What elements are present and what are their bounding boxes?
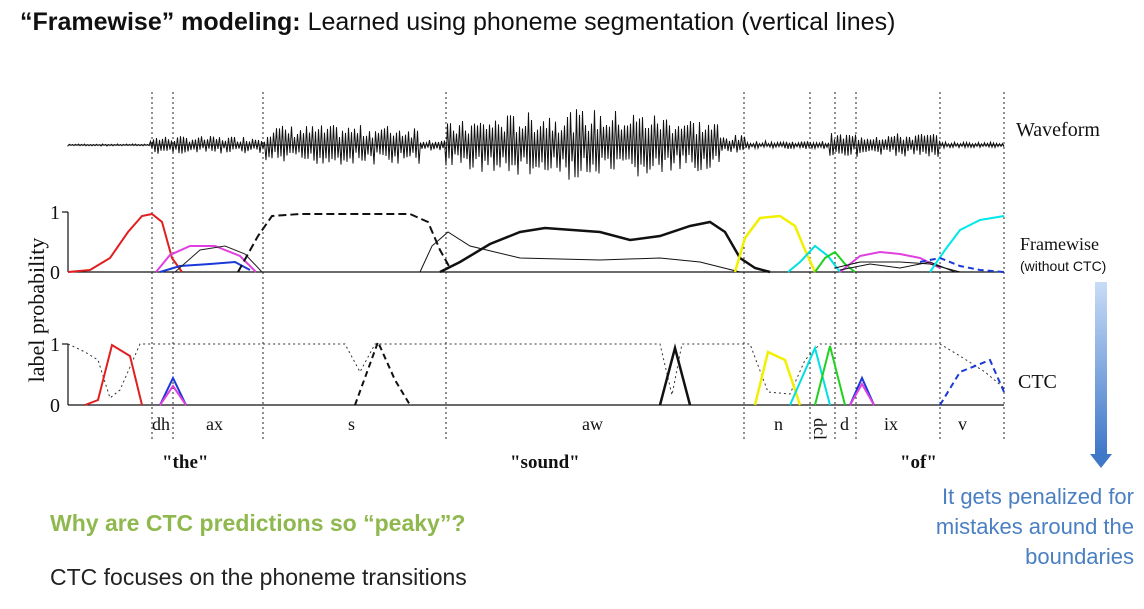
ctc-curves bbox=[67, 339, 1005, 406]
phoneme-label-ix: ix bbox=[884, 414, 898, 434]
y-axis-label: label probability bbox=[24, 238, 49, 383]
phoneme-label-n: n bbox=[774, 414, 783, 434]
phoneme-label-d: d bbox=[840, 414, 849, 434]
phoneme-label-aw: aw bbox=[582, 414, 603, 434]
word-label-the: "the" bbox=[162, 452, 208, 473]
segmentation-lines bbox=[151, 92, 1005, 440]
phoneme-label-s: s bbox=[348, 414, 355, 434]
phoneme-label-ax: ax bbox=[206, 414, 223, 434]
row-label-waveform: Waveform bbox=[1016, 119, 1100, 141]
ctc-axes bbox=[62, 343, 1004, 406]
slide-title: “Framewise” modeling: Learned using phon… bbox=[20, 8, 895, 37]
row-label-ctc: CTC bbox=[1018, 371, 1057, 393]
slide-title-rest: Learned using phoneme segmentation (vert… bbox=[300, 8, 896, 36]
phoneme-label-dcl: dcl bbox=[810, 418, 830, 440]
ctc-ytick-1: 1 bbox=[50, 334, 60, 356]
down-arrow-icon bbox=[1090, 282, 1112, 468]
answer-text: CTC focuses on the phoneme transitions bbox=[50, 564, 467, 590]
word-label-sound: "sound" bbox=[510, 452, 580, 473]
framewise-ytick-1: 1 bbox=[50, 202, 60, 224]
phoneme-figure: Waveform 1 0 Framewise (without CTC) 1 0 bbox=[24, 92, 1106, 473]
framewise-ytick-0: 0 bbox=[50, 262, 60, 284]
phoneme-label-dh: dh bbox=[152, 414, 170, 434]
question-text: Why are CTC predictions so “peaky”? bbox=[50, 510, 466, 536]
phoneme-label-v: v bbox=[958, 414, 967, 434]
framewise-axes bbox=[62, 211, 1004, 273]
row-label-framewise: Framewise bbox=[1020, 234, 1099, 254]
waveform-trace bbox=[67, 109, 1005, 180]
row-label-framewise-sub: (without CTC) bbox=[1020, 258, 1106, 274]
ctc-ytick-0: 0 bbox=[50, 395, 60, 417]
framewise-curves bbox=[67, 212, 1005, 274]
boundary-note: It gets penalized for mistakes around th… bbox=[935, 484, 1134, 569]
slide-title-bold: “Framewise” modeling: bbox=[20, 8, 301, 36]
word-label-of: "of" bbox=[900, 452, 937, 473]
